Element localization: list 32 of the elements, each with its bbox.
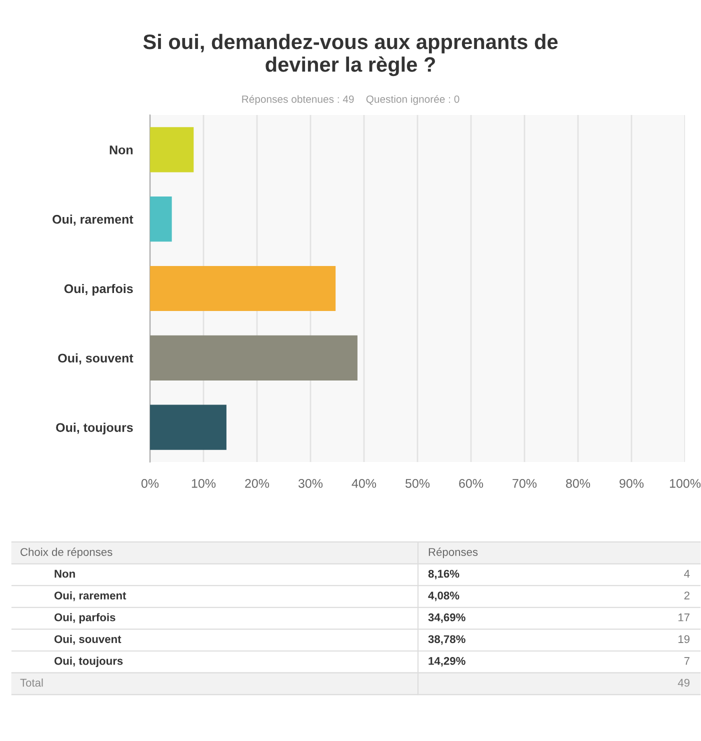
text: 49 [678, 678, 690, 687]
text: 34,69% [428, 613, 466, 623]
text: Total [20, 678, 43, 687]
text: 7 [684, 657, 690, 665]
y-tick-label: Oui, toujours [56, 422, 133, 434]
x-tick-label: 80% [566, 478, 590, 488]
x-tick-label: 100% [670, 478, 701, 488]
text: 17 [678, 614, 690, 622]
text: 4,08% [428, 592, 460, 602]
y-tick-label: Oui, rarement [52, 214, 134, 226]
chart-title: Si oui, demandez-vous aux apprenants de deviner la règle ? [143, 34, 558, 76]
y-tick-label: Oui, parfois [64, 284, 133, 296]
x-tick-label: 0% [141, 478, 159, 488]
x-tick-label: 60% [459, 478, 484, 488]
x-tick-label: 30% [298, 478, 323, 488]
text: 2 [684, 592, 690, 600]
chart-subtitle: Réponses obtenues : 49 Question ignorée : 0 [242, 95, 460, 105]
y-tick-label: Oui, souvent [58, 353, 134, 364]
y-tick-label: Non [110, 146, 133, 154]
x-tick-label: 20% [245, 478, 270, 488]
x-tick-label: 50% [405, 478, 430, 488]
text: 8,16% [428, 570, 460, 580]
text: 14,29% [428, 657, 466, 666]
x-tick-label: 10% [192, 478, 216, 488]
x-tick-label: 90% [620, 478, 644, 488]
text: 4 [684, 570, 690, 578]
text: Réponses [428, 548, 478, 558]
x-tick-label: 70% [512, 478, 537, 488]
text: 19 [678, 635, 690, 644]
text: 38,78% [428, 635, 466, 645]
x-tick-label: 40% [352, 478, 376, 488]
text: Choix de réponses [20, 548, 112, 558]
